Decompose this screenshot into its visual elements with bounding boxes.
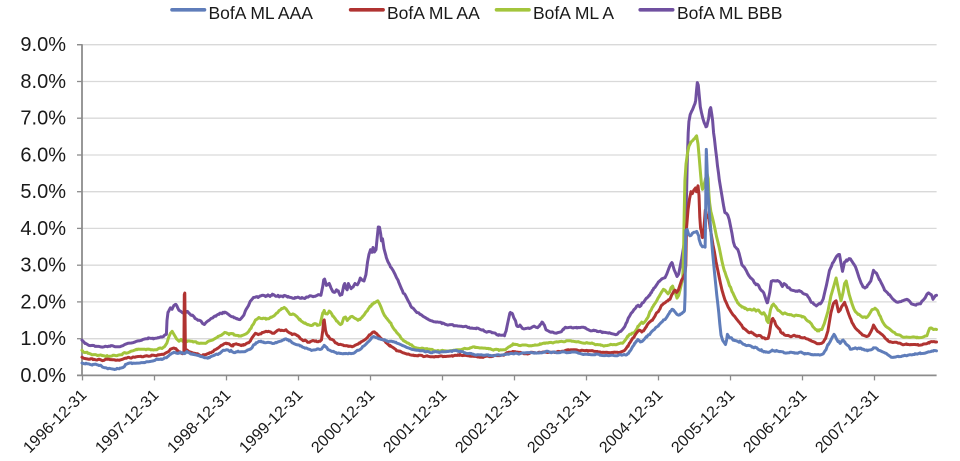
svg-text:7.0%: 7.0% [20,108,66,130]
svg-text:1.0%: 1.0% [20,328,66,350]
svg-text:2.0%: 2.0% [20,291,66,313]
svg-text:3.0%: 3.0% [20,255,66,277]
svg-text:8.0%: 8.0% [20,71,66,93]
svg-text:BofA ML AA: BofA ML AA [387,3,480,23]
svg-text:BofA ML A: BofA ML A [533,3,614,23]
svg-text:BofA ML AAA: BofA ML AAA [209,3,314,23]
svg-text:4.0%: 4.0% [20,218,66,240]
svg-text:BofA ML BBB: BofA ML BBB [677,3,782,23]
svg-text:0.0%: 0.0% [20,365,66,387]
svg-text:6.0%: 6.0% [20,145,66,167]
svg-text:9.0%: 9.0% [20,34,66,56]
svg-text:5.0%: 5.0% [20,181,66,203]
